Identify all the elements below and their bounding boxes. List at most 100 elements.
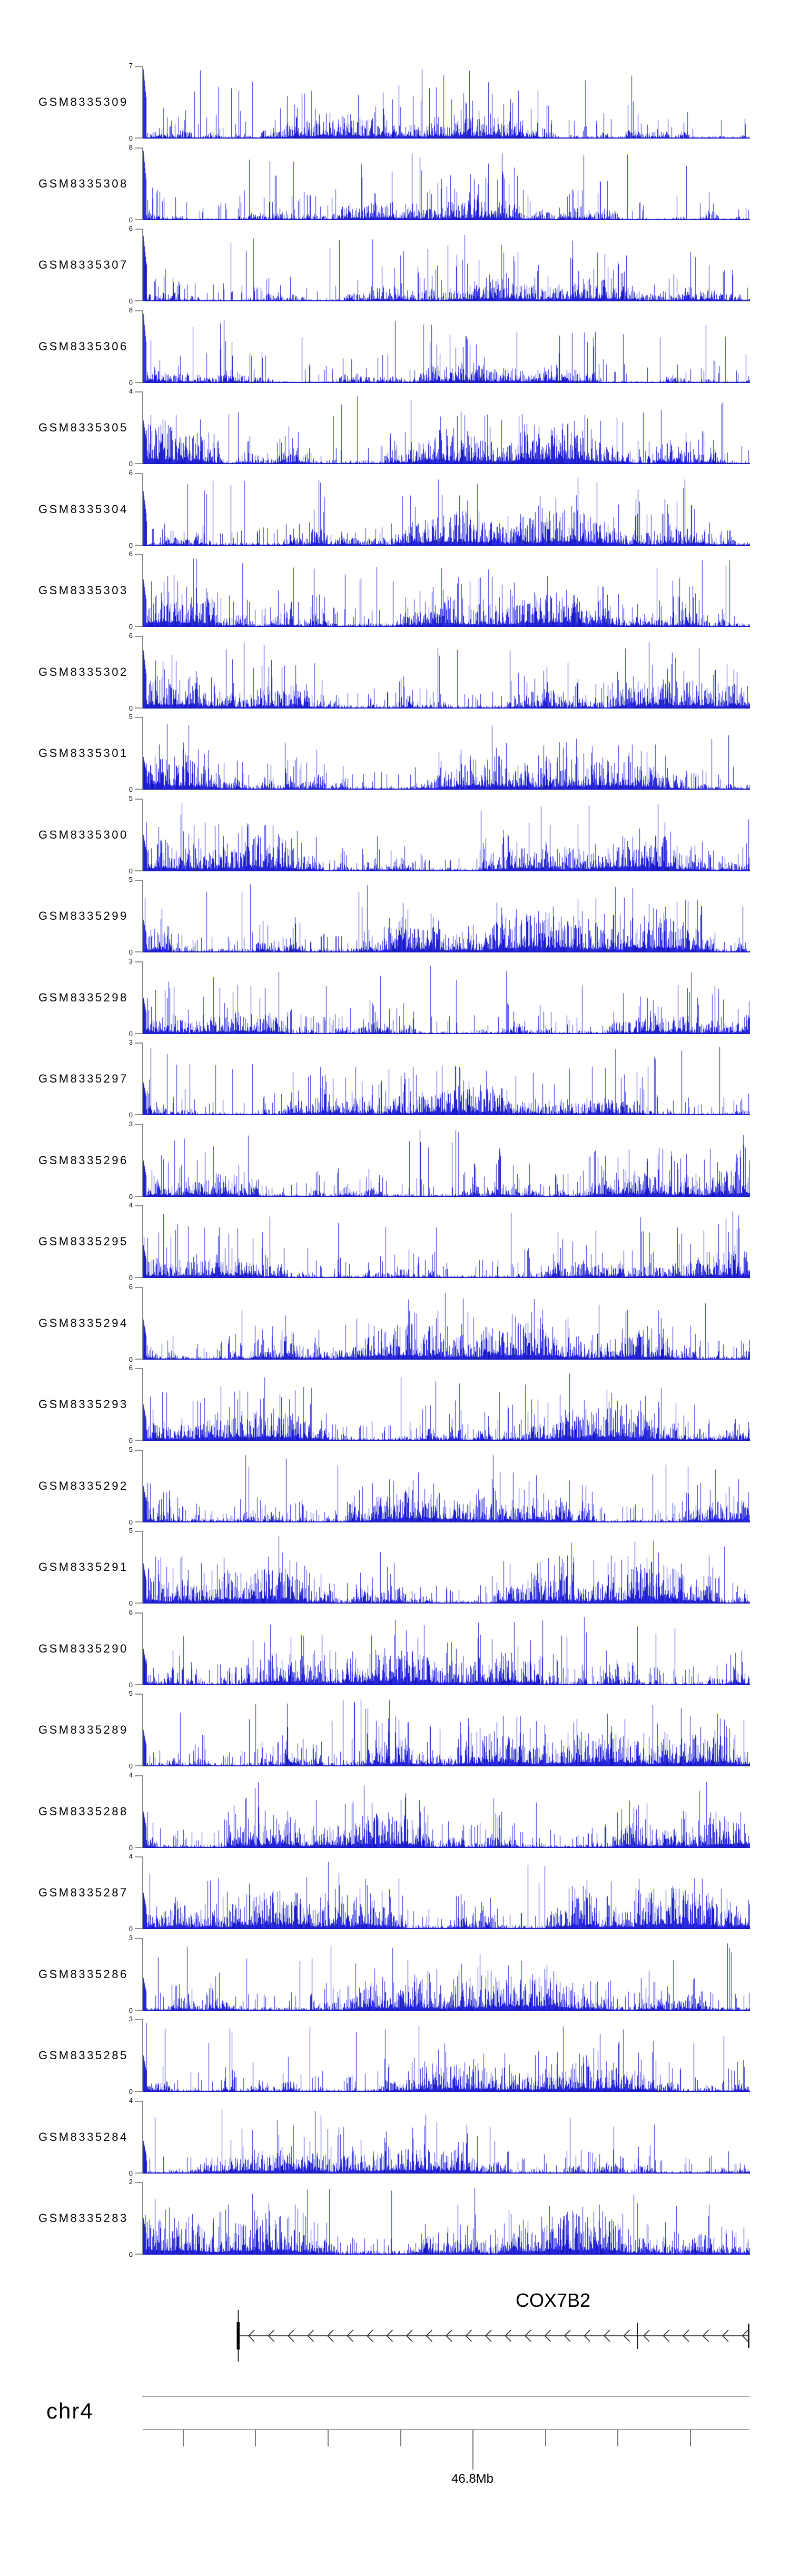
y-axis-zero-label: 0 [129,2250,133,2258]
track-label: GSM8335297 [38,1072,129,1085]
y-axis-line [142,2182,143,2255]
y-axis-zero-label: 0 [129,297,133,305]
y-axis-bottom-tick [135,1521,143,1522]
y-axis-bottom-tick [135,1602,143,1604]
y-axis-zero-label: 0 [129,1274,133,1282]
y-axis-line [142,229,143,301]
y-axis-top-tick [135,229,143,230]
y-axis-max-label: 4 [129,2096,133,2105]
y-axis-zero-label: 0 [129,460,133,468]
strand-arrow-icon [603,2329,610,2342]
coverage-signal [143,798,750,871]
track-label: GSM8335294 [38,1316,129,1330]
track-label: GSM8335307 [38,258,129,271]
coverage-signal [143,1775,750,1848]
strand-arrow-icon [505,2329,512,2342]
y-axis-line [142,310,143,383]
y-axis-bottom-tick [135,707,143,709]
y-axis-max-label: 4 [129,387,133,395]
y-axis-zero-label: 0 [129,1843,133,1852]
y-axis-line [142,1124,143,1197]
y-axis-zero-label: 0 [129,1355,133,1363]
y-axis-top-tick [135,473,143,474]
chromosome-label: chr4 [46,2398,94,2423]
y-axis-zero-label: 0 [129,1192,133,1201]
y-axis-max-label: 6 [129,468,133,477]
strand-arrow-icon [465,2329,472,2342]
coverage-signal [143,147,750,220]
track-label: GSM8335304 [38,502,129,516]
track-label: GSM8335291 [38,1560,129,1574]
strand-arrow-icon [623,2329,630,2342]
y-axis-top-tick [135,880,143,881]
coverage-signal [143,1612,750,1685]
y-axis-bottom-tick [135,1765,143,1766]
y-axis-max-label: 5 [129,1689,133,1697]
strand-arrow-icon [287,2329,294,2342]
y-axis-top-tick [135,1449,143,1451]
coverage-signal [143,2182,750,2255]
track-label: GSM8335296 [38,1153,129,1167]
track-label: GSM8335299 [38,909,129,922]
y-axis-zero-label: 0 [129,1599,133,1607]
coverage-signal [143,1856,750,1929]
axis-tick [545,2430,546,2446]
track-label: GSM8335302 [38,665,129,679]
coverage-signal [143,2100,750,2174]
strand-arrow-icon [564,2329,571,2342]
y-axis-top-tick [135,2100,143,2102]
coverage-signal [143,717,750,790]
coverage-signal [143,1531,750,1604]
y-axis-line [142,1205,143,1278]
y-axis-line [142,1449,143,1522]
y-axis-line [142,961,143,1034]
gene-name-label: COX7B2 [515,2289,591,2311]
y-axis-max-label: 3 [129,1933,133,1942]
y-axis-bottom-tick [135,219,143,220]
strand-arrow-icon [445,2329,452,2342]
strand-arrow-icon [366,2329,373,2342]
coverage-signal [143,635,750,709]
y-axis-bottom-tick [135,1928,143,1929]
y-axis-line [142,1775,143,1848]
y-axis-max-label: 5 [129,794,133,802]
y-axis-line [142,635,143,709]
strand-arrow-icon [386,2329,393,2342]
strand-arrow-icon [485,2329,492,2342]
strand-arrow-icon [347,2329,354,2342]
y-axis-bottom-tick [135,300,143,301]
y-axis-line [142,1043,143,1115]
y-axis-max-label: 3 [129,1119,133,1128]
y-axis-bottom-tick [135,870,143,871]
y-axis-line [142,1612,143,1685]
coverage-signal [143,229,750,301]
y-axis-top-tick [135,1694,143,1695]
y-axis-max-label: 2 [129,2178,133,2186]
y-axis-bottom-tick [135,1358,143,1360]
coverage-signal [143,473,750,546]
y-axis-max-label: 4 [129,1771,133,1779]
y-axis-top-tick [135,717,143,718]
y-axis-bottom-tick [135,789,143,790]
axis-tick [328,2430,329,2446]
y-axis-max-label: 8 [129,143,133,151]
track-label: GSM8335295 [38,1235,129,1248]
track-label: GSM8335284 [38,2130,129,2144]
y-axis-bottom-tick [135,2254,143,2255]
y-axis-top-tick [135,2019,143,2020]
y-axis-max-label: 4 [129,1852,133,1860]
track-label: GSM8335298 [38,990,129,1004]
y-axis-line [142,1938,143,2011]
y-axis-zero-label: 0 [129,1029,133,1038]
y-axis-max-label: 3 [129,1038,133,1046]
y-axis-line [142,880,143,952]
track-label: GSM8335286 [38,1967,129,1981]
genome-axis-line [143,2429,749,2430]
y-axis-top-tick [135,1775,143,1776]
y-axis-top-tick [135,798,143,800]
strand-arrow-icon [722,2329,729,2342]
track-label: GSM8335301 [38,746,129,760]
y-axis-max-label: 6 [129,1282,133,1291]
y-axis-bottom-tick [135,951,143,952]
strand-arrow-icon [682,2329,689,2342]
